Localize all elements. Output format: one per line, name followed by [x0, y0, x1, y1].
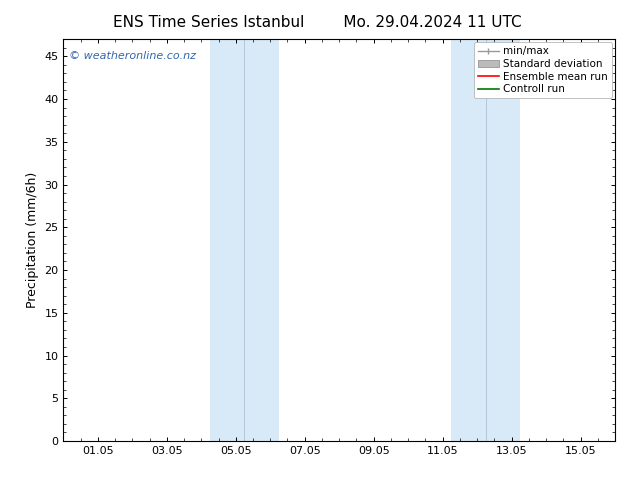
- Bar: [210, 39, 279, 441]
- Y-axis label: Precipitation (mm/6h): Precipitation (mm/6h): [26, 172, 39, 308]
- Text: ENS Time Series Istanbul        Mo. 29.04.2024 11 UTC: ENS Time Series Istanbul Mo. 29.04.2024 …: [113, 15, 521, 30]
- Bar: [451, 39, 520, 441]
- Text: © weatheronline.co.nz: © weatheronline.co.nz: [69, 51, 196, 61]
- Legend: min/max, Standard deviation, Ensemble mean run, Controll run: min/max, Standard deviation, Ensemble me…: [474, 42, 612, 98]
